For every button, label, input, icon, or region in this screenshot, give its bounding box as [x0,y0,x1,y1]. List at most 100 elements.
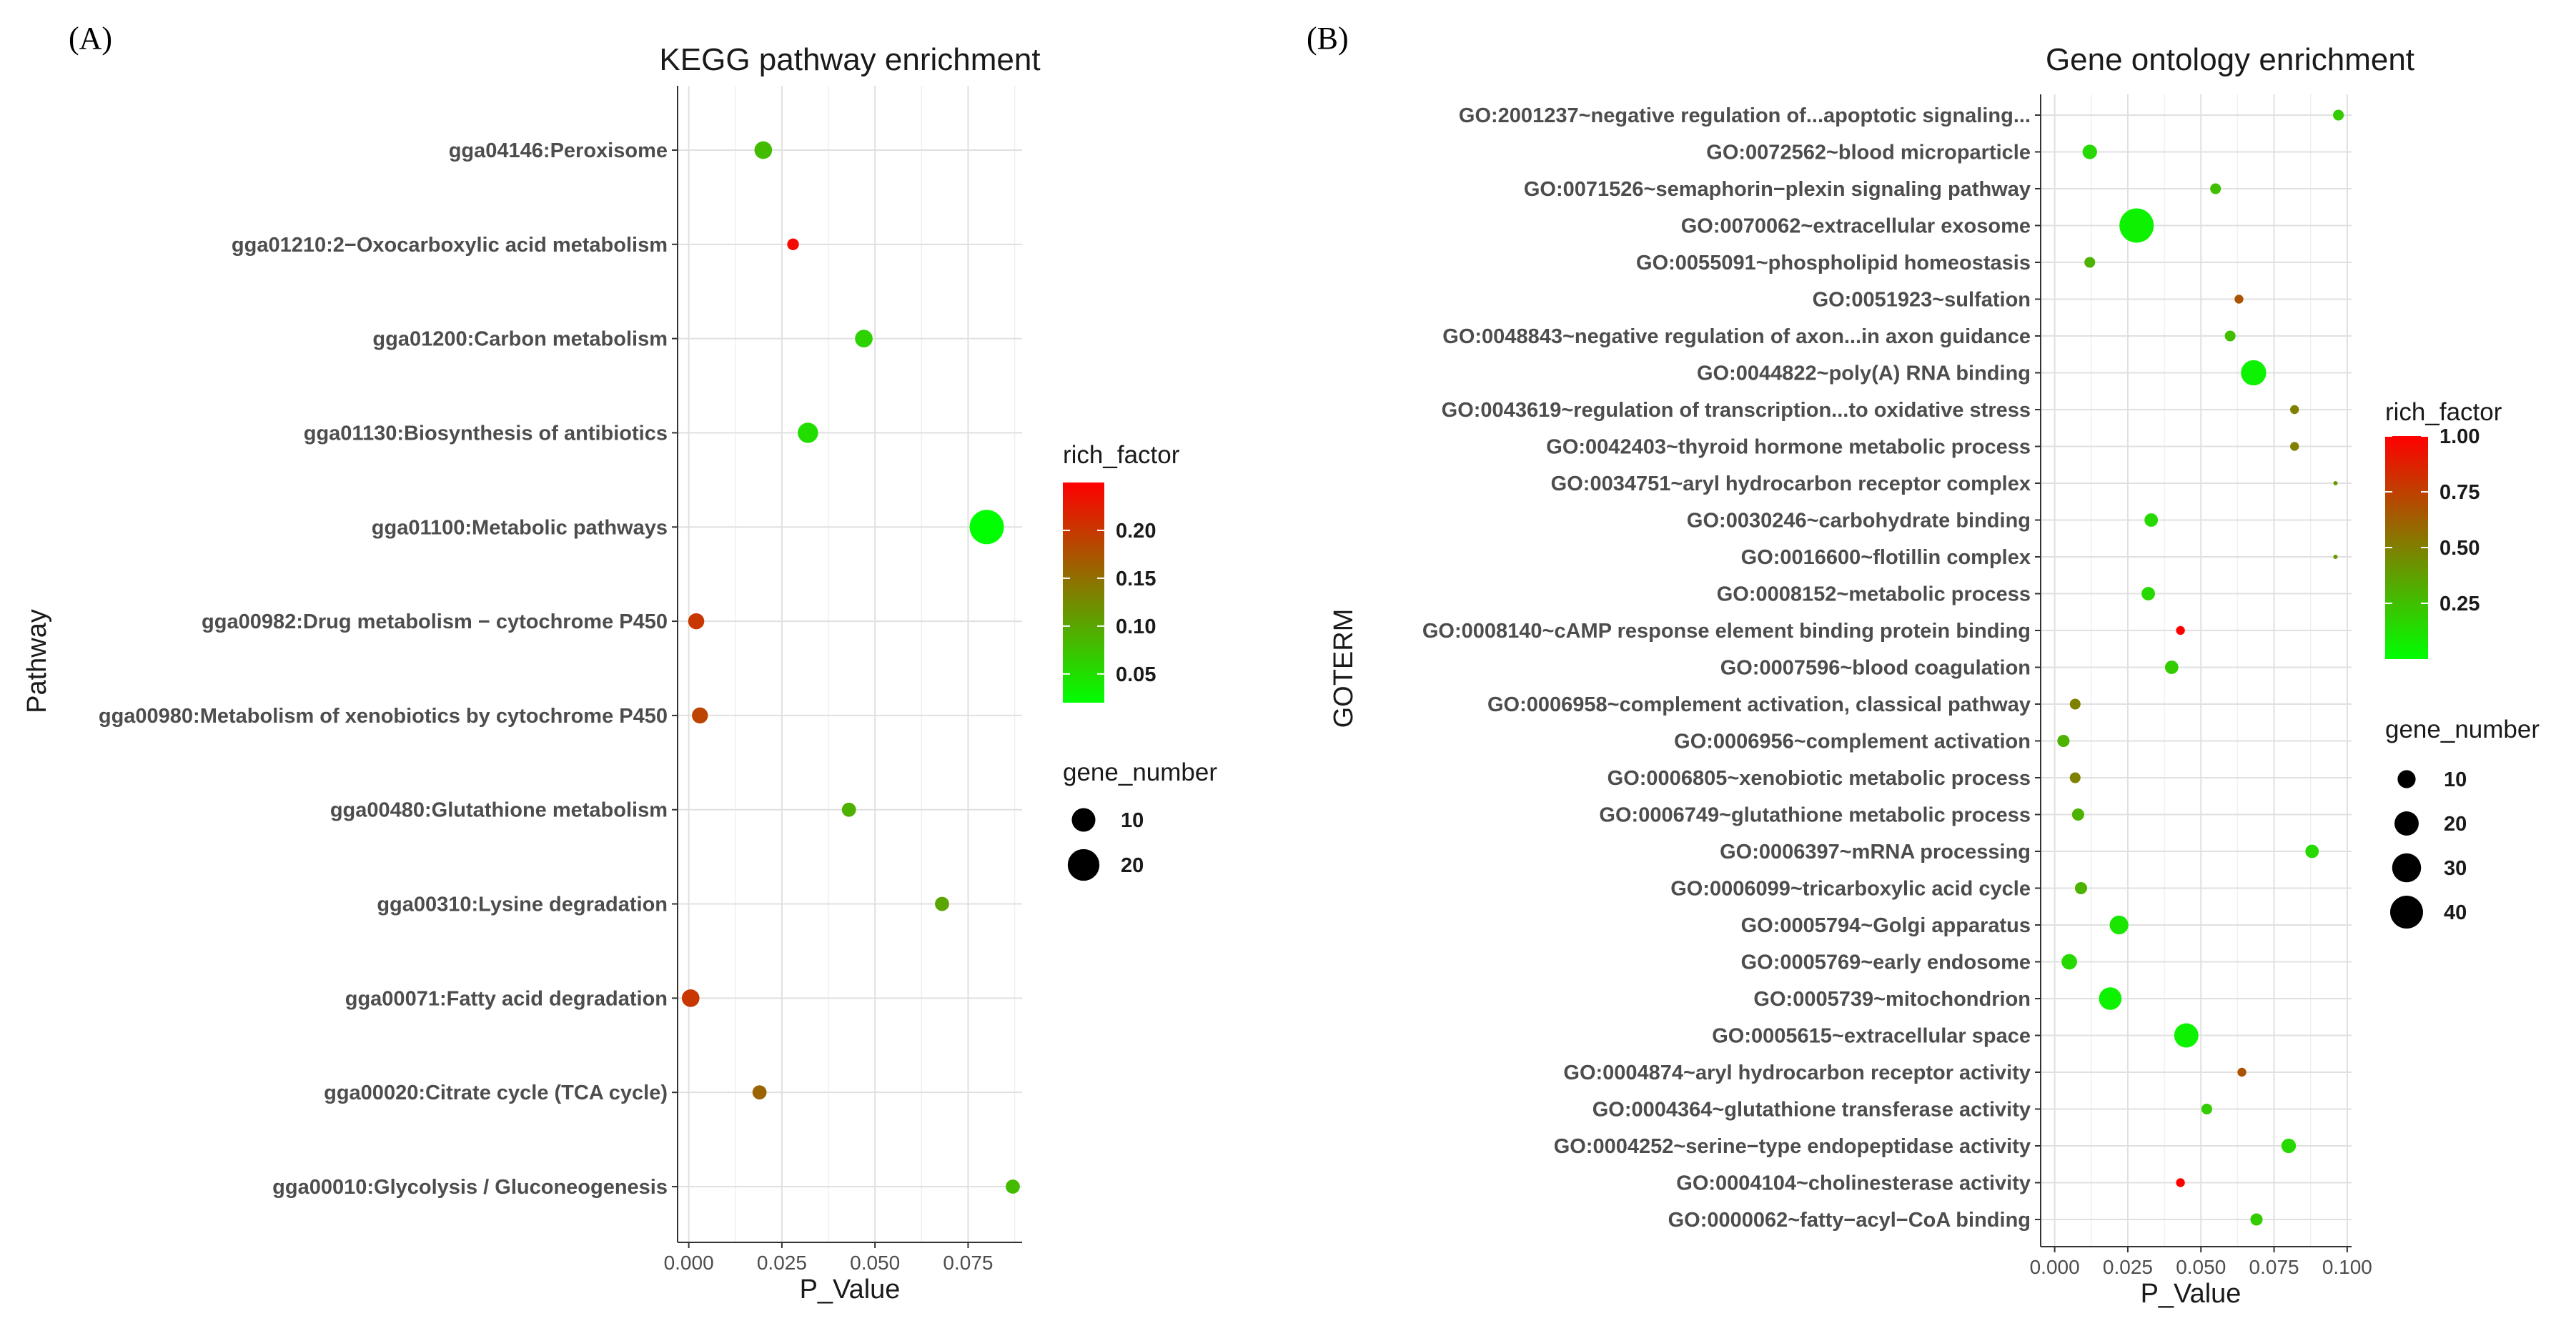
data-point [787,238,799,250]
panel-a-points [681,141,1020,1194]
size-legend-label: 10 [1121,809,1144,832]
panel-b-points [2057,109,2344,1226]
y-tick-label: GO:0004874~aryl hydrocarbon receptor act… [1563,1062,2031,1084]
panel-b-y-axis-title: GOTERM [1329,609,1359,728]
y-tick-label: GO:0006749~glutathione metabolic process [1599,804,2031,827]
data-point [2289,442,2299,451]
y-tick-label: gga01100:Metabolic pathways [372,516,668,539]
panel-a-color-legend: rich_factor 0.05 0.10 0.15 0.20 [1063,441,1180,703]
data-point [2099,987,2122,1010]
y-tick-label: GO:0016600~flotillin complex [1741,546,2031,569]
panel-b-colorbar-ticks: 0.25 0.50 0.75 1.00 [2385,425,2480,615]
panel-a-colorbar [1063,483,1104,703]
size-legend-label: 10 [2444,768,2467,791]
data-point [2241,360,2267,386]
y-tick-label: GO:0043619~regulation of transcription..… [1442,399,2031,422]
panel-b-title: Gene ontology enrichment [2046,42,2414,77]
size-legend-circle [2392,853,2422,883]
panel-a-x-tick-labels: 0.000 0.025 0.050 0.075 [664,1252,994,1274]
panel-a-kegg-chart: (A) KEGG pathway enrichment gga04146:Per… [22,21,1217,1305]
y-tick-label: gga00480:Glutathione metabolism [330,799,668,822]
y-tick-label: GO:0006099~tricarboxylic acid cycle [1670,878,2031,901]
panel-b-y-tick-labels: GO:2001237~negative regulation of...apop… [1422,104,2031,1232]
data-point [2210,183,2221,194]
y-tick-label: GO:0048843~negative regulation of axon..… [1442,325,2031,348]
y-tick-label: GO:0006958~complement activation, classi… [1487,693,2031,716]
data-point [2069,698,2081,710]
colorbar-tick-label: 0.25 [2439,593,2480,615]
data-point [2082,144,2097,159]
data-point [1006,1179,1020,1194]
panel-b-x-tick-labels: 0.000 0.025 0.050 0.075 0.100 [2030,1256,2372,1278]
data-point [2074,881,2088,895]
panel-b-x-axis-title: P_Value [2141,1279,2241,1309]
y-tick-label: gga00010:Glycolysis / Gluconeogenesis [272,1176,668,1199]
y-tick-label: gga04146:Peroxisome [449,139,668,162]
data-point [2141,587,2155,600]
y-tick-label: GO:0007596~blood coagulation [1720,657,2031,680]
size-legend-label: 20 [1121,854,1144,877]
data-point [2333,109,2344,121]
panel-a-color-legend-title: rich_factor [1063,441,1180,469]
colorbar-tick-label: 0.10 [1116,615,1156,638]
data-point [2224,330,2236,342]
y-tick-label: gga00071:Fatty acid degradation [345,987,668,1010]
size-legend-label: 40 [2444,901,2467,924]
data-point [2069,772,2081,783]
panel-a-x-axis-title: P_Value [800,1275,901,1305]
data-point [2071,808,2084,821]
colorbar-tick-label: 0.05 [1116,663,1156,686]
x-tick-label: 0.000 [2030,1256,2080,1278]
y-tick-label: GO:0005769~early endosome [1741,951,2031,974]
y-tick-label: gga00310:Lysine degradation [377,894,668,916]
panel-a-colorbar-ticks: 0.05 0.10 0.15 0.20 [1063,520,1156,686]
data-point [2201,1103,2212,1115]
panel-a-size-legend-items: 10 20 [1067,808,1144,881]
y-tick-label: GO:0005739~mitochondrion [1753,988,2031,1011]
y-tick-label: GO:0055091~phospholipid homeostasis [1636,252,2031,274]
data-point [2281,1138,2297,1154]
data-point [2237,1067,2246,1077]
size-legend-circle [2390,896,2423,929]
data-point [2164,660,2179,674]
size-legend-circle [1067,848,1100,881]
panel-a-size-legend: gene_number 10 20 [1063,758,1217,881]
data-point [841,802,856,817]
data-point [752,1085,767,1100]
panel-a-letter: (A) [69,21,112,56]
data-point [692,707,708,724]
y-tick-label: gga00980:Metabolism of xenobiotics by cy… [99,705,668,728]
y-tick-label: GO:0004364~glutathione transferase activ… [1592,1099,2031,1122]
data-point [969,510,1004,545]
panel-b-letter: (B) [1307,21,1349,56]
panel-b-size-legend: gene_number 10 20 30 40 [2385,716,2540,929]
panel-a-y-tick-labels: gga04146:Peroxisome gga01210:2−Oxocarboxy… [99,139,668,1199]
data-point [2174,1023,2199,1048]
y-tick-label: GO:0006397~mRNA processing [1720,841,2031,864]
data-point [2289,405,2299,415]
y-tick-label: GO:0070062~extracellular exosome [1681,215,2031,238]
data-point [2109,915,2129,935]
y-tick-label: gga01210:2−Oxocarboxylic acid metabolism [232,234,668,257]
x-tick-label: 0.000 [664,1252,714,1274]
data-point [2234,295,2244,304]
data-point [855,330,873,347]
x-tick-label: 0.075 [2249,1256,2299,1278]
y-tick-label: GO:0008140~cAMP response element binding… [1422,620,2031,643]
x-tick-label: 0.075 [943,1252,993,1274]
x-tick-label: 0.050 [850,1252,900,1274]
colorbar-tick-label: 0.20 [1116,520,1156,543]
y-tick-label: GO:0006956~complement activation [1674,731,2031,753]
y-tick-label: GO:0042403~thyroid hormone metabolic pro… [1546,436,2031,459]
y-tick-label: GO:0004252~serine−type endopeptidase act… [1554,1135,2031,1158]
panel-b-size-legend-title: gene_number [2385,716,2540,743]
data-point [688,613,705,630]
size-legend-circle [2394,811,2419,836]
panel-a-gridlines [678,86,1022,1242]
data-point [798,422,818,443]
y-tick-label: gga01200:Carbon metabolism [372,328,668,351]
y-tick-label: GO:0071526~semaphorin−plexin signaling p… [1524,178,2031,201]
y-tick-label: GO:0005615~extracellular space [1712,1025,2031,1048]
panel-b-color-legend: rich_factor 0.25 0.50 0.75 1.00 [2385,398,2502,659]
